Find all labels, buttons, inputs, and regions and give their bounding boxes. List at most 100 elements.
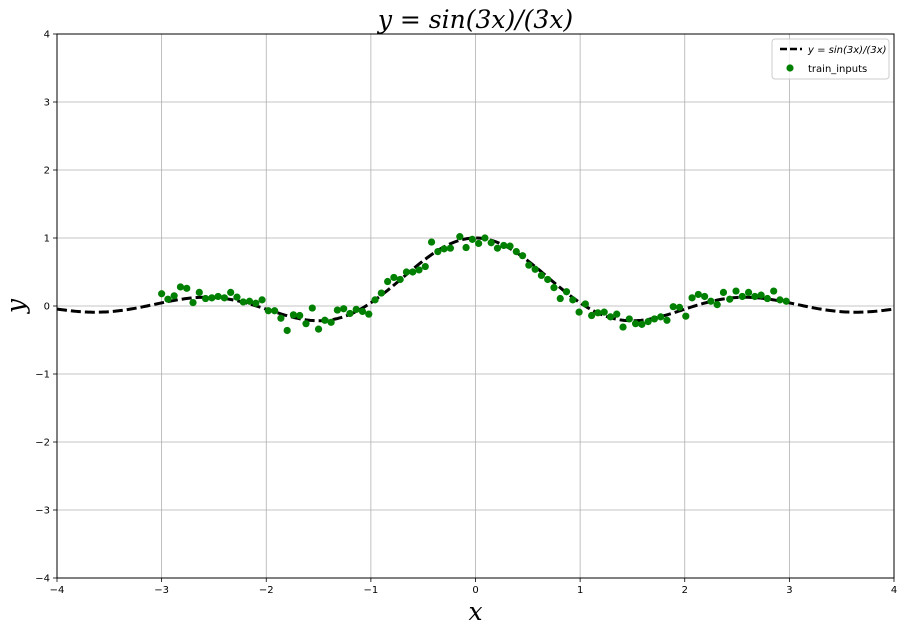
- y-tick-label: 3: [44, 98, 50, 109]
- scatter-point: [384, 277, 392, 286]
- scatter-point: [239, 298, 247, 306]
- scatter-point: [446, 244, 454, 252]
- scatter-point: [619, 323, 627, 331]
- scatter-point: [588, 311, 596, 320]
- scatter-point: [346, 309, 354, 318]
- scatter-point: [650, 315, 659, 323]
- scatter-point: [258, 296, 266, 304]
- scatter-point: [214, 292, 222, 301]
- scatter-point: [427, 238, 436, 246]
- scatter-point: [189, 299, 197, 307]
- scatter-point: [500, 241, 508, 250]
- scatter-point: [757, 291, 765, 299]
- points-layer: [158, 233, 790, 335]
- scatter-point: [289, 311, 298, 319]
- series-line-sinc: [56, 236, 895, 323]
- chart-title: y = sin(3x)/(3x): [377, 5, 573, 34]
- scatter-point: [183, 284, 191, 292]
- scatter-point: [556, 294, 564, 303]
- x-tick-label: −4: [50, 585, 65, 596]
- legend-point-swatch: [786, 64, 794, 72]
- scatter-point: [707, 297, 715, 305]
- scatter-point: [562, 288, 571, 296]
- scatter-point: [606, 313, 615, 321]
- scatter-point: [682, 312, 690, 320]
- scatter-point: [663, 316, 671, 324]
- scatter-point: [434, 248, 442, 256]
- scatter-point: [302, 320, 310, 328]
- scatter-point: [550, 284, 558, 292]
- grid: [56, 33, 895, 579]
- scatter-point: [744, 288, 753, 296]
- scatter-point: [277, 314, 285, 322]
- scatter-point: [158, 290, 166, 298]
- y-tick-label: −2: [35, 438, 50, 449]
- scatter-point: [701, 292, 709, 301]
- scatter-point: [694, 290, 702, 299]
- scatter-point: [233, 293, 241, 301]
- scatter-point: [644, 318, 652, 326]
- legend-line-label: y = sin(3x)/(3x): [807, 45, 887, 56]
- y-tick-label: −4: [35, 574, 50, 585]
- scatter-point: [506, 242, 514, 250]
- x-axis-label: x: [468, 597, 482, 626]
- scatter-point: [657, 313, 665, 321]
- scatter-point: [377, 289, 385, 297]
- scatter-point: [544, 275, 552, 284]
- scatter-point: [220, 294, 228, 302]
- scatter-point: [518, 252, 527, 260]
- x-tick-label: 3: [786, 585, 792, 596]
- scatter-point: [531, 265, 539, 273]
- scatter-point: [456, 233, 464, 241]
- scatter-point: [782, 297, 790, 305]
- scatter-point: [462, 243, 470, 252]
- scatter-point: [365, 310, 373, 318]
- scatter-point: [321, 316, 329, 324]
- scatter-point: [208, 294, 216, 302]
- scatter-point: [440, 245, 448, 253]
- scatter-point: [390, 273, 398, 282]
- scatter-point: [594, 309, 602, 317]
- scatter-point: [493, 244, 502, 252]
- scatter-point: [631, 320, 640, 328]
- scatter-point: [271, 307, 279, 315]
- scatter-point: [581, 300, 589, 308]
- scatter-point: [763, 294, 772, 303]
- scatter-point: [770, 287, 778, 295]
- x-tick-label: 4: [891, 585, 897, 596]
- scatter-point: [468, 235, 476, 243]
- scatter-point: [421, 262, 429, 271]
- y-tick-label: 4: [44, 30, 50, 41]
- scatter-point: [227, 288, 235, 296]
- scatter-point: [669, 303, 677, 311]
- scatter-point: [201, 294, 210, 303]
- x-tick-label: 0: [472, 585, 478, 596]
- scatter-point: [512, 248, 520, 256]
- scatter-point: [600, 308, 608, 316]
- scatter-point: [415, 266, 423, 274]
- scatter-point: [475, 239, 483, 248]
- scatter-point: [170, 292, 178, 300]
- x-tick-label: −3: [154, 585, 169, 596]
- scatter-point: [409, 268, 417, 276]
- scatter-point: [732, 287, 740, 295]
- x-tick-label: 2: [682, 585, 688, 596]
- scatter-point: [327, 318, 335, 326]
- scatter-point: [525, 261, 533, 269]
- x-tick-label: −2: [259, 585, 274, 596]
- scatter-point: [625, 315, 633, 323]
- scatter-point: [245, 297, 254, 305]
- scatter-point: [776, 296, 784, 304]
- scatter-point: [481, 234, 489, 242]
- chart-title-text: y = sin(3x)/(3x): [377, 5, 573, 34]
- y-tick-label: 0: [44, 302, 50, 313]
- legend: y = sin(3x)/(3x) train_inputs: [771, 38, 890, 80]
- scatter-point: [314, 325, 323, 333]
- scatter-point: [283, 326, 291, 335]
- scatter-point: [352, 305, 360, 313]
- scatter-point: [264, 307, 272, 315]
- scatter-point: [713, 301, 721, 309]
- y-tick-label: 2: [44, 166, 50, 177]
- scatter-point: [340, 305, 348, 313]
